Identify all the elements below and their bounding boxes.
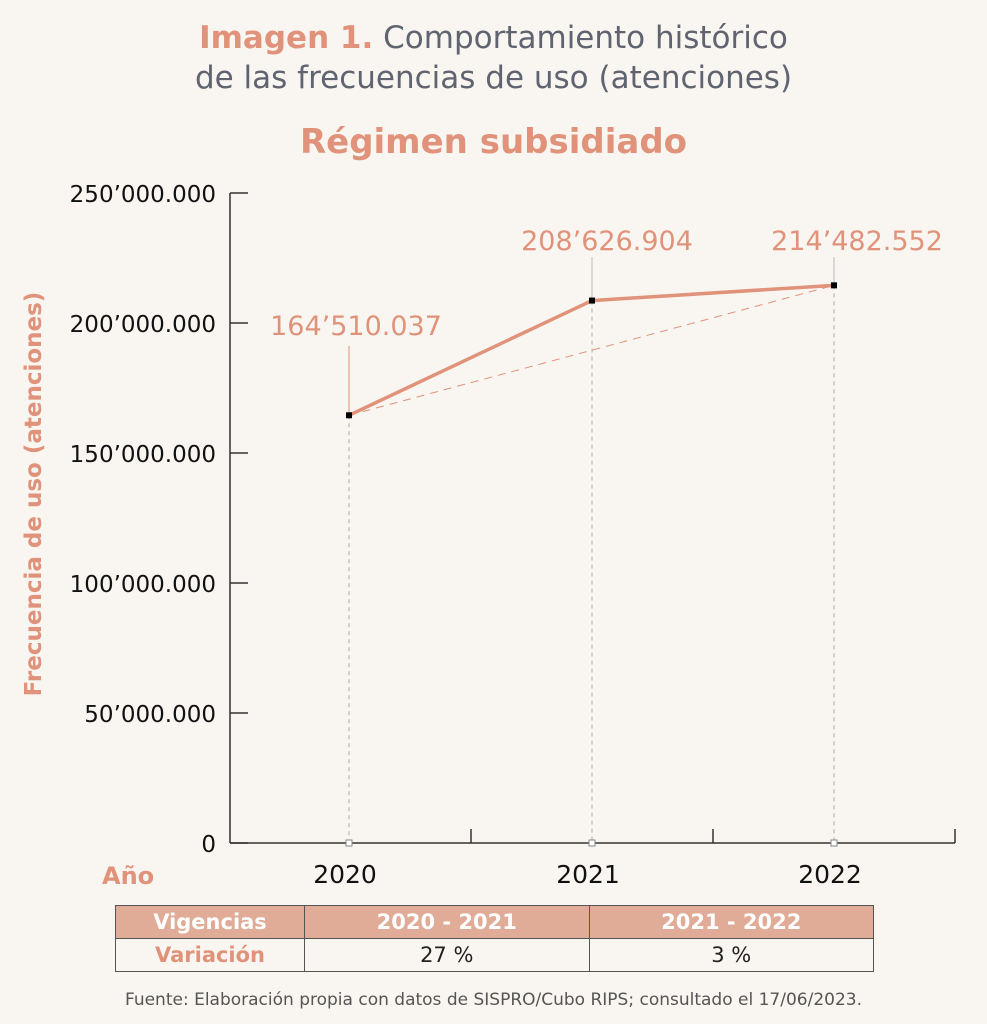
x-axis-title: Año	[102, 862, 155, 890]
source-note: Fuente: Elaboración propia con datos de …	[124, 990, 863, 1010]
table-row: Variación 27 % 3 %	[115, 938, 874, 972]
data-label: 208’626.904	[521, 226, 693, 257]
data-label: 164’510.037	[270, 311, 442, 342]
chart-subtitle: Régimen subsidiado	[299, 122, 688, 162]
table-row-header: Variación	[115, 938, 305, 972]
x-tick-label: 2022	[798, 860, 862, 889]
y-tick-label: 100’000.000	[70, 572, 216, 598]
table-header-row: Vigencias 2020 - 2021 2021 - 2022	[115, 905, 874, 939]
table-cell: 3 %	[588, 938, 874, 972]
data-point	[589, 297, 595, 304]
data-point	[831, 282, 837, 289]
x-tick-label: 2021	[556, 860, 620, 889]
table-cell: 27 %	[304, 938, 590, 972]
table-header-cell: 2021 - 2022	[588, 905, 874, 939]
y-tick-label: 0	[201, 832, 216, 858]
x-marker	[830, 839, 838, 847]
figure-number: Imagen 1.	[199, 20, 374, 56]
y-tick-label: 50’000.000	[84, 702, 216, 728]
data-label: 214’482.552	[771, 226, 943, 257]
figure-title: Imagen 1. Comportamiento histórico	[0, 18, 987, 58]
y-tick-label: 150’000.000	[70, 442, 216, 468]
variation-table: Vigencias 2020 - 2021 2021 - 2022 Variac…	[115, 905, 874, 972]
figure-title-line2: de las frecuencias de uso (atenciones)	[194, 60, 793, 96]
data-point	[346, 412, 352, 419]
x-marker	[345, 839, 353, 847]
x-marker	[588, 839, 596, 847]
table-header-cell: 2020 - 2021	[304, 905, 590, 939]
x-tick-label: 2020	[313, 860, 377, 889]
table-header-cell: Vigencias	[115, 905, 305, 939]
title-text: Comportamiento histórico	[383, 20, 788, 56]
y-axis-title: Frecuencia de uso (atenciones)	[21, 291, 47, 697]
y-tick-label: 200’000.000	[70, 312, 216, 338]
line-chart: 0 50’000.000 100’000.000 150’000.000 200’000…	[70, 182, 956, 889]
y-tick-label: 250’000.000	[70, 182, 216, 208]
